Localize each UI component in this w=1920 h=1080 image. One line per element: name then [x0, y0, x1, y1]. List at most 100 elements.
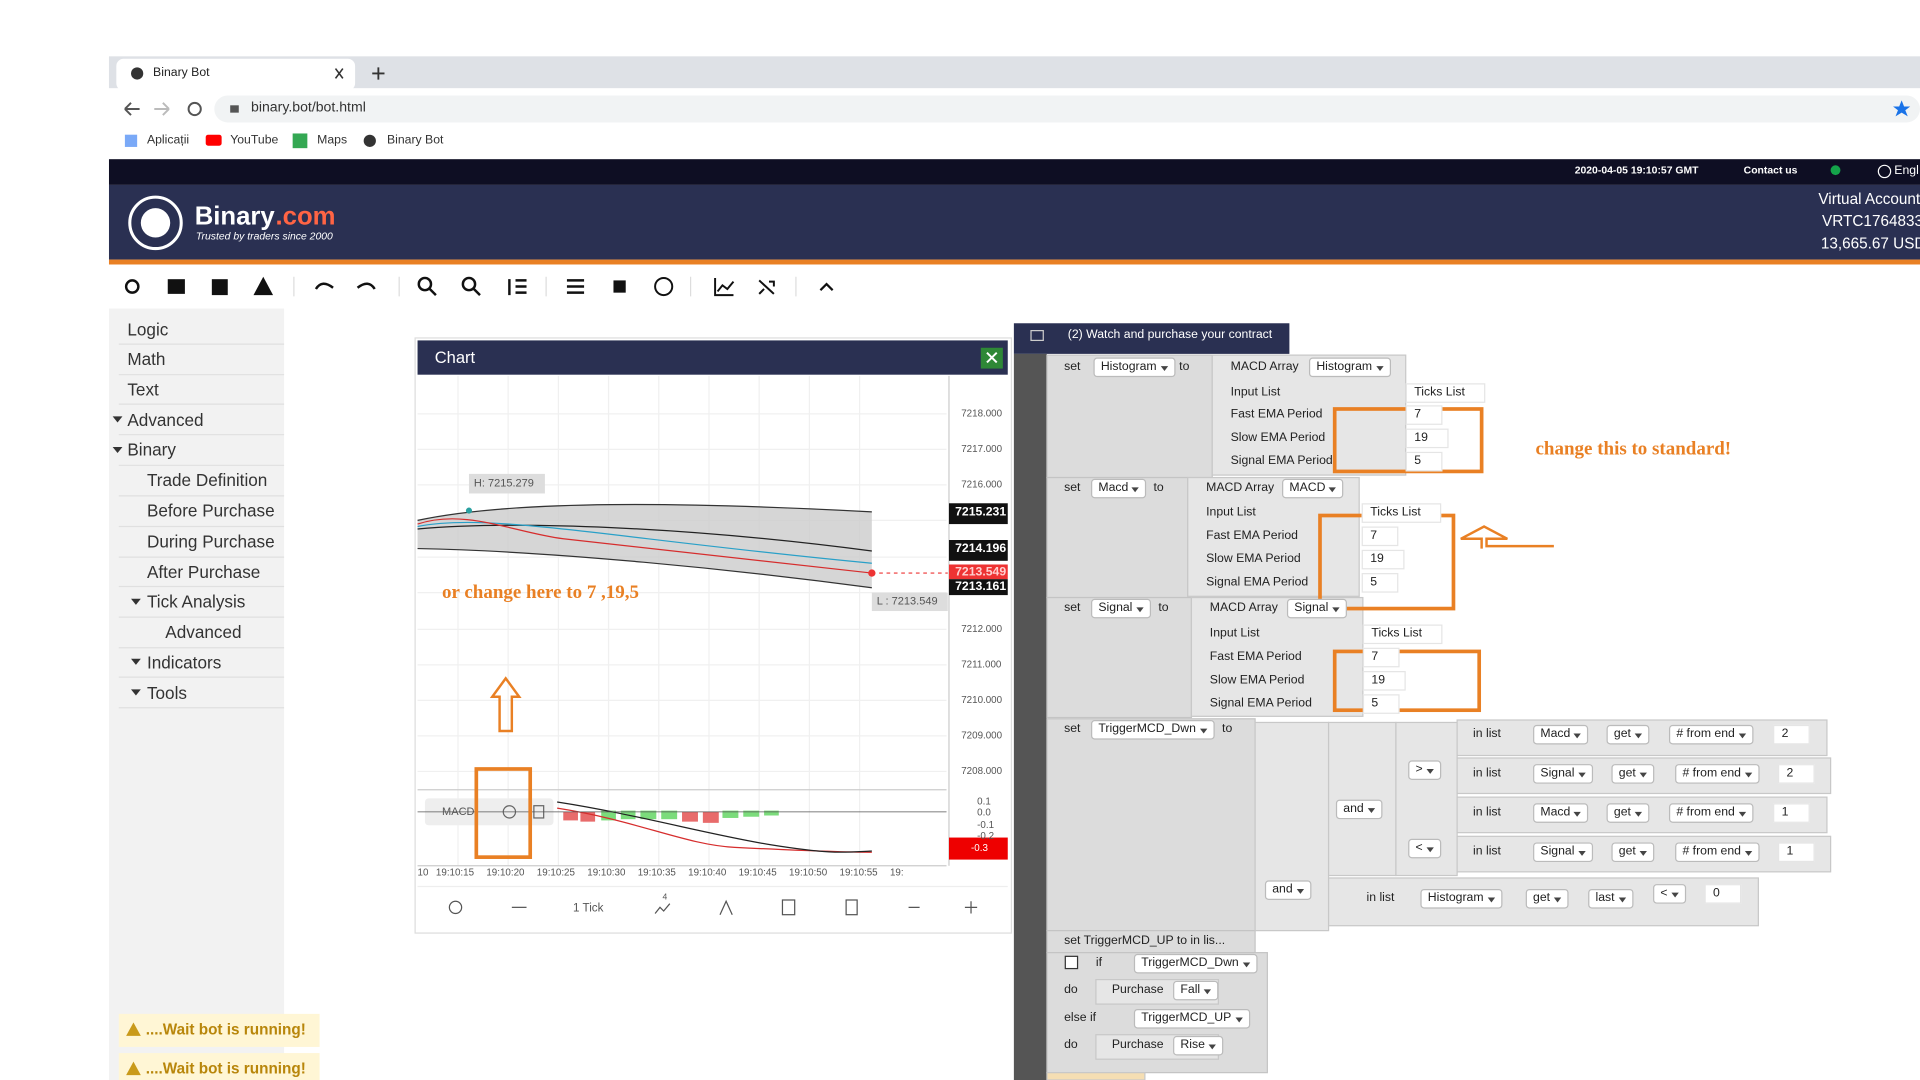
block-label: Slow EMA Period: [1230, 431, 1326, 445]
price-tag: 7213.549: [955, 565, 1007, 580]
price-tag: 7215.231: [955, 505, 1007, 520]
dropdown: Fall: [1173, 980, 1219, 1001]
sidebar-item: Text: [127, 379, 159, 400]
account-info: 13,665.67 USD: [1820, 234, 1920, 252]
dropdown: get: [1606, 803, 1650, 823]
dropdown: Histogram: [1308, 357, 1391, 378]
block-label: in list: [1473, 805, 1501, 820]
dropdown: Signal: [1286, 598, 1347, 619]
sidebar-item: Tools: [146, 683, 187, 703]
indicator-name: MACD: [442, 805, 475, 818]
input-slot: 1: [1773, 803, 1810, 823]
x-tick-label: 10: [417, 866, 429, 878]
block-header: (2) Watch and purchase your contract: [1067, 328, 1273, 342]
dropdown: <: [1653, 884, 1686, 904]
block-label: set: [1064, 601, 1081, 615]
sidebar-item: Advanced: [127, 410, 204, 430]
dropdown: Signal: [1533, 764, 1593, 784]
block-label: in list: [1473, 844, 1501, 859]
x-tick-label: 19:10:30: [587, 866, 626, 878]
block-label: Fast EMA Period: [1209, 650, 1302, 664]
tab-title: Binary Bot: [153, 66, 210, 80]
dropdown: Signal: [1091, 598, 1151, 619]
block-label: Slow EMA Period: [1206, 552, 1301, 566]
notification: ....Wait bot is running!: [145, 1060, 306, 1078]
block-label: Signal EMA Period: [1209, 696, 1312, 711]
dropdown: TriggerMCD_Dwn: [1133, 953, 1258, 974]
dropdown: get: [1611, 842, 1655, 863]
y-tick-label: 7209.000: [961, 729, 1003, 741]
x-tick-label: 19:10:25: [536, 866, 575, 878]
input-slot: 5: [1405, 451, 1442, 472]
block-label: MACD Array: [1209, 601, 1278, 615]
block-label: Signal EMA Period: [1206, 575, 1309, 589]
y-tick-label: 7217.000: [961, 443, 1003, 455]
dropdown: Signal: [1533, 842, 1593, 863]
input-slot: 19: [1362, 671, 1406, 691]
sidebar-item: Binary: [127, 439, 176, 460]
block-label: Fast EMA Period: [1230, 407, 1323, 422]
dropdown: get: [1611, 764, 1655, 784]
x-tick-label: 19:10:20: [486, 866, 525, 878]
sidebar-item: Logic: [127, 319, 169, 340]
y-tick-label: 7216.000: [961, 478, 1003, 490]
datetime: 2020-04-05 19:10:57 GMT: [1574, 163, 1699, 177]
x-tick-label: 19:10:15: [435, 866, 475, 878]
block-label: in list: [1473, 727, 1501, 741]
x-tick-label: 19:10:40: [688, 866, 727, 878]
input-slot: 7: [1405, 405, 1442, 425]
sidebar-item: Advanced: [165, 622, 242, 642]
block-label: set: [1064, 360, 1081, 374]
block-label: if: [1095, 956, 1103, 970]
y-tick-label: 7208.000: [961, 765, 1003, 777]
dropdown: TriggerMCD_UP: [1133, 1008, 1250, 1029]
input-slot: 19: [1361, 549, 1405, 570]
price-tag: 7213.161: [955, 580, 1007, 594]
input-slot: Ticks List: [1405, 383, 1486, 403]
tagline: Trusted by traders since 2000: [195, 229, 333, 243]
block-label: to: [1153, 481, 1164, 495]
dropdown: Rise: [1173, 1035, 1224, 1056]
dropdown: Histogram: [1420, 888, 1502, 909]
input-slot: 7: [1361, 526, 1398, 547]
dropdown: Macd: [1091, 478, 1147, 499]
block-label: Purchase: [1111, 1038, 1164, 1052]
annotation: change this to standard!: [1535, 438, 1732, 460]
block-label: Purchase: [1111, 983, 1164, 997]
sidebar-item: Tick Analysis: [146, 591, 246, 612]
indicator-tick: 0.1: [977, 795, 991, 807]
language: Engl: [1894, 164, 1919, 178]
block-label: to: [1222, 722, 1233, 736]
block-label: to: [1179, 360, 1190, 374]
logo: Binary: [194, 202, 275, 231]
dropdown: >: [1408, 760, 1442, 781]
block-label: else if: [1064, 1011, 1097, 1025]
block-label: Slow EMA Period: [1209, 673, 1305, 687]
y-tick-label: 7212.000: [961, 623, 1003, 635]
account-info: VRTC1764833: [1822, 212, 1920, 230]
input-slot: 1: [1777, 842, 1815, 863]
sidebar-item: After Purchase: [146, 562, 261, 582]
input-slot: Ticks List: [1362, 624, 1443, 645]
dropdown: <: [1408, 838, 1442, 859]
y-tick-label: 7211.000: [961, 658, 1002, 670]
annotation: or change here to 7 ,19,5: [442, 581, 640, 603]
block-label: to: [1158, 601, 1169, 615]
sidebar-item: Trade Definition: [146, 470, 268, 490]
y-tick-label: 7210.000: [961, 694, 1003, 706]
input-slot: 2: [1773, 724, 1810, 745]
bookmark: Maps: [317, 133, 348, 147]
block-label: do: [1064, 983, 1078, 997]
url: binary.bot/bot.html: [251, 100, 366, 116]
y-tick-label: 7218.000: [961, 407, 1003, 419]
dropdown: last: [1588, 888, 1633, 909]
dropdown: # from end: [1668, 803, 1754, 823]
block-label: set: [1064, 722, 1081, 736]
dropdown: Macd: [1533, 803, 1589, 823]
block-label: Input List: [1230, 385, 1281, 400]
input-slot: 19: [1405, 428, 1449, 449]
bookmark: Binary Bot: [386, 133, 444, 147]
